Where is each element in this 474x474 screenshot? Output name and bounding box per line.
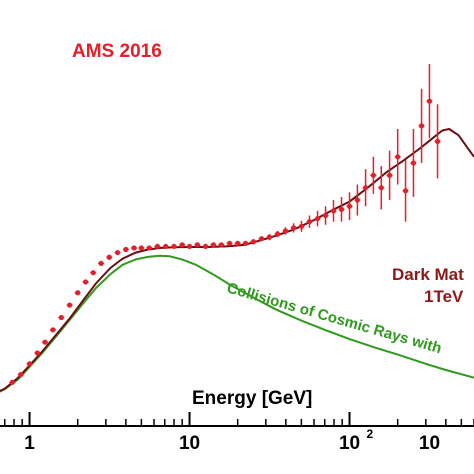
data-point bbox=[314, 216, 321, 222]
data-point bbox=[154, 243, 161, 250]
data-point bbox=[395, 154, 401, 160]
data-point bbox=[114, 249, 121, 256]
data-point bbox=[9, 379, 15, 385]
data-point bbox=[171, 243, 177, 250]
data-point bbox=[322, 212, 329, 219]
data-point bbox=[426, 98, 433, 104]
data-point bbox=[258, 236, 265, 242]
data-point bbox=[210, 242, 217, 248]
data-point bbox=[235, 240, 241, 246]
data-point bbox=[194, 242, 201, 248]
dark-matter-model-line bbox=[0, 127, 474, 392]
data-point bbox=[58, 314, 64, 321]
data-point bbox=[42, 339, 48, 345]
data-point bbox=[226, 240, 233, 246]
x-tick-label: 10 bbox=[339, 433, 360, 454]
x-tick-label: 10 bbox=[419, 433, 440, 454]
data-point bbox=[34, 350, 41, 356]
data-point bbox=[354, 197, 360, 203]
data-point bbox=[123, 246, 129, 253]
data-point bbox=[202, 243, 209, 250]
data-point bbox=[90, 270, 96, 276]
data-point bbox=[250, 239, 257, 245]
data-point bbox=[298, 223, 305, 229]
background-model-line bbox=[0, 254, 474, 393]
x-axis-ticks: 1 10 10 2 10 bbox=[4, 412, 474, 454]
data-point bbox=[75, 290, 81, 296]
data-point bbox=[290, 225, 297, 231]
data-point bbox=[266, 234, 273, 240]
data-point bbox=[378, 185, 384, 191]
experiment-label: AMS 2016 bbox=[72, 41, 162, 62]
dark-matter-label-line2: 1TeV bbox=[424, 287, 464, 306]
data-point bbox=[179, 242, 185, 248]
data-point bbox=[370, 172, 376, 178]
data-point bbox=[346, 203, 353, 209]
data-point bbox=[410, 160, 417, 166]
data-point bbox=[306, 219, 313, 225]
data-point bbox=[138, 245, 144, 251]
data-point bbox=[434, 138, 441, 144]
data-point bbox=[338, 206, 345, 212]
model-curves bbox=[0, 127, 474, 393]
data-point bbox=[402, 188, 409, 194]
data-point bbox=[362, 185, 369, 191]
x-tick-label: 10 bbox=[179, 433, 200, 454]
data-point bbox=[106, 254, 112, 260]
data-point bbox=[330, 208, 337, 214]
data-point bbox=[386, 172, 393, 178]
data-point bbox=[242, 240, 249, 246]
data-point bbox=[418, 123, 425, 129]
data-point bbox=[82, 279, 89, 285]
data-point bbox=[186, 243, 193, 250]
data-point bbox=[274, 231, 281, 237]
data-point bbox=[282, 228, 289, 234]
data-point bbox=[67, 302, 73, 308]
x-tick-label: 1 bbox=[24, 433, 35, 454]
data-points bbox=[9, 64, 441, 385]
data-point bbox=[18, 372, 24, 378]
data-point bbox=[146, 245, 152, 251]
x-tick-label-exponent: 2 bbox=[367, 427, 374, 441]
data-point bbox=[50, 327, 56, 333]
data-point bbox=[218, 242, 224, 248]
dark-matter-label-line1: Dark Mat bbox=[392, 265, 464, 284]
data-point bbox=[98, 260, 104, 267]
x-axis-label: Energy [GeV] bbox=[192, 388, 312, 409]
data-point bbox=[131, 245, 137, 251]
data-point bbox=[163, 243, 169, 250]
background-label: Collisions of Cosmic Rays with bbox=[225, 280, 444, 358]
data-point bbox=[26, 361, 33, 367]
